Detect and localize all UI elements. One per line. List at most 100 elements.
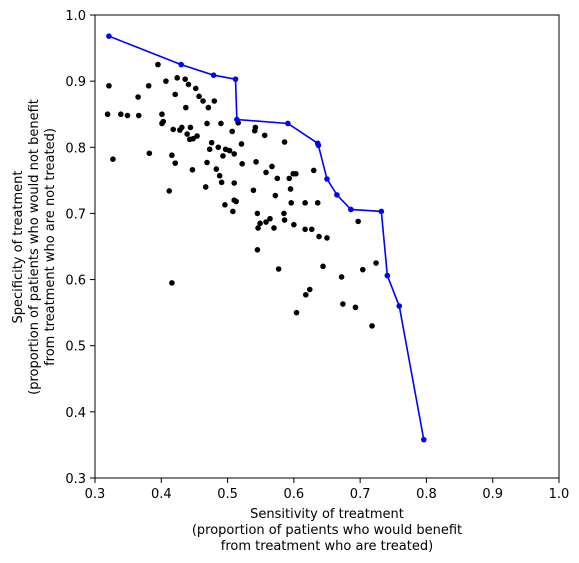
pareto-point bbox=[378, 208, 385, 215]
scatter-point bbox=[169, 152, 175, 159]
scatter-point bbox=[254, 210, 261, 217]
scatter-point bbox=[220, 153, 226, 159]
scatter-point bbox=[160, 118, 167, 125]
scatter-point bbox=[272, 192, 279, 199]
scatter-point bbox=[338, 274, 345, 280]
pareto-curve bbox=[106, 33, 427, 443]
scatter-point bbox=[267, 215, 273, 222]
scatter-point bbox=[190, 135, 196, 142]
axes bbox=[90, 14, 560, 483]
scatter-point bbox=[231, 180, 237, 186]
scatter-point bbox=[291, 221, 297, 228]
scatter-point bbox=[202, 184, 209, 190]
scatter-point bbox=[310, 167, 317, 174]
scatter-point bbox=[184, 131, 190, 137]
scatter-point bbox=[194, 133, 200, 139]
tick-labels: 0.3 0.4 0.5 0.6 0.7 0.8 0.9 1.0 0.3 0.4 0.5 0.6 0.7 0… bbox=[65, 9, 569, 502]
scatter-point bbox=[287, 186, 294, 192]
scatter-point bbox=[286, 175, 293, 182]
scatter-point bbox=[187, 124, 194, 131]
scatter-point bbox=[159, 111, 165, 118]
scatter-point bbox=[308, 226, 315, 233]
scatter-point bbox=[275, 266, 282, 272]
scatter-point bbox=[172, 160, 179, 166]
scatter-point bbox=[146, 150, 153, 157]
scatter-point bbox=[169, 280, 175, 286]
scatter-point bbox=[253, 159, 259, 165]
scatter-point bbox=[196, 93, 202, 100]
pareto-point bbox=[315, 142, 322, 149]
scatter-point bbox=[255, 225, 261, 231]
scatter-point bbox=[306, 286, 313, 293]
scatter-point bbox=[293, 309, 300, 316]
scatter-point bbox=[261, 132, 268, 139]
x-tick-label: 0.6 bbox=[284, 487, 305, 502]
scatter-point bbox=[254, 247, 261, 253]
scatter-point bbox=[211, 98, 218, 104]
scatter-point bbox=[110, 156, 116, 162]
scatter-point bbox=[218, 179, 225, 186]
scatter-point bbox=[205, 104, 212, 111]
pareto-point bbox=[396, 303, 403, 309]
scatter-point bbox=[314, 200, 321, 206]
scatter-point bbox=[172, 91, 179, 98]
scatter-point bbox=[238, 141, 245, 147]
scatter-point bbox=[155, 61, 161, 68]
pareto-point bbox=[384, 272, 391, 279]
scatter-point bbox=[369, 323, 375, 329]
scatter-point bbox=[208, 139, 215, 146]
y-axis-label: (proportion of patients who would not be… bbox=[27, 99, 42, 395]
scatter-point bbox=[215, 144, 222, 151]
axis-labels: Sensitivity of treatment (proportion of p… bbox=[11, 99, 462, 554]
x-axis-label: from treatment who are treated) bbox=[221, 539, 433, 554]
scatter-point bbox=[271, 225, 277, 231]
pareto-point bbox=[178, 61, 184, 68]
scatter-point bbox=[263, 169, 269, 176]
scatter-point bbox=[274, 175, 281, 182]
y-tick-label: 1.0 bbox=[65, 9, 86, 24]
scatter-point bbox=[233, 198, 239, 205]
scatter-point bbox=[206, 146, 213, 153]
scatter-point bbox=[200, 98, 206, 104]
scatter-point bbox=[229, 128, 236, 135]
scatter-point bbox=[257, 220, 263, 227]
scatter-point bbox=[302, 226, 308, 233]
scatter-point bbox=[124, 112, 131, 119]
pareto-point bbox=[210, 72, 217, 78]
plot-frame bbox=[94, 14, 560, 479]
scatter-point bbox=[226, 147, 233, 154]
y-tick-label: 0.8 bbox=[65, 141, 86, 156]
scatter-point bbox=[281, 210, 287, 217]
scatter-point bbox=[340, 301, 346, 307]
scatter-point bbox=[104, 111, 111, 118]
scatter-point bbox=[316, 233, 322, 240]
scatter-point bbox=[189, 166, 196, 173]
scatter-point bbox=[263, 219, 269, 225]
scatter-point bbox=[204, 159, 210, 166]
scatter-point bbox=[302, 200, 308, 206]
y-tick-label: 0.6 bbox=[65, 274, 86, 289]
scatter-point bbox=[359, 266, 366, 273]
y-tick-label: 0.4 bbox=[65, 406, 86, 421]
x-tick-label: 0.9 bbox=[482, 487, 503, 502]
pareto-point bbox=[348, 206, 354, 213]
scatter-point bbox=[118, 111, 124, 118]
scatter-point bbox=[281, 217, 288, 223]
scatter-point bbox=[218, 120, 224, 127]
x-axis-label: Sensitivity of treatment bbox=[250, 507, 404, 522]
y-tick-label: 0.9 bbox=[65, 75, 86, 90]
scatter-point bbox=[216, 172, 223, 179]
scatter-point bbox=[231, 151, 237, 157]
scatter-point bbox=[135, 112, 142, 119]
x-tick-label: 0.8 bbox=[416, 487, 437, 502]
scatter-point bbox=[373, 260, 379, 266]
scatter-points bbox=[104, 61, 379, 329]
y-tick-label: 0.7 bbox=[65, 207, 86, 222]
scatter-point bbox=[355, 218, 361, 225]
x-tick-label: 0.4 bbox=[151, 487, 172, 502]
y-axis-label: Specificity of treatment bbox=[11, 170, 26, 323]
scatter-point bbox=[230, 208, 236, 215]
scatter-point bbox=[145, 82, 152, 89]
